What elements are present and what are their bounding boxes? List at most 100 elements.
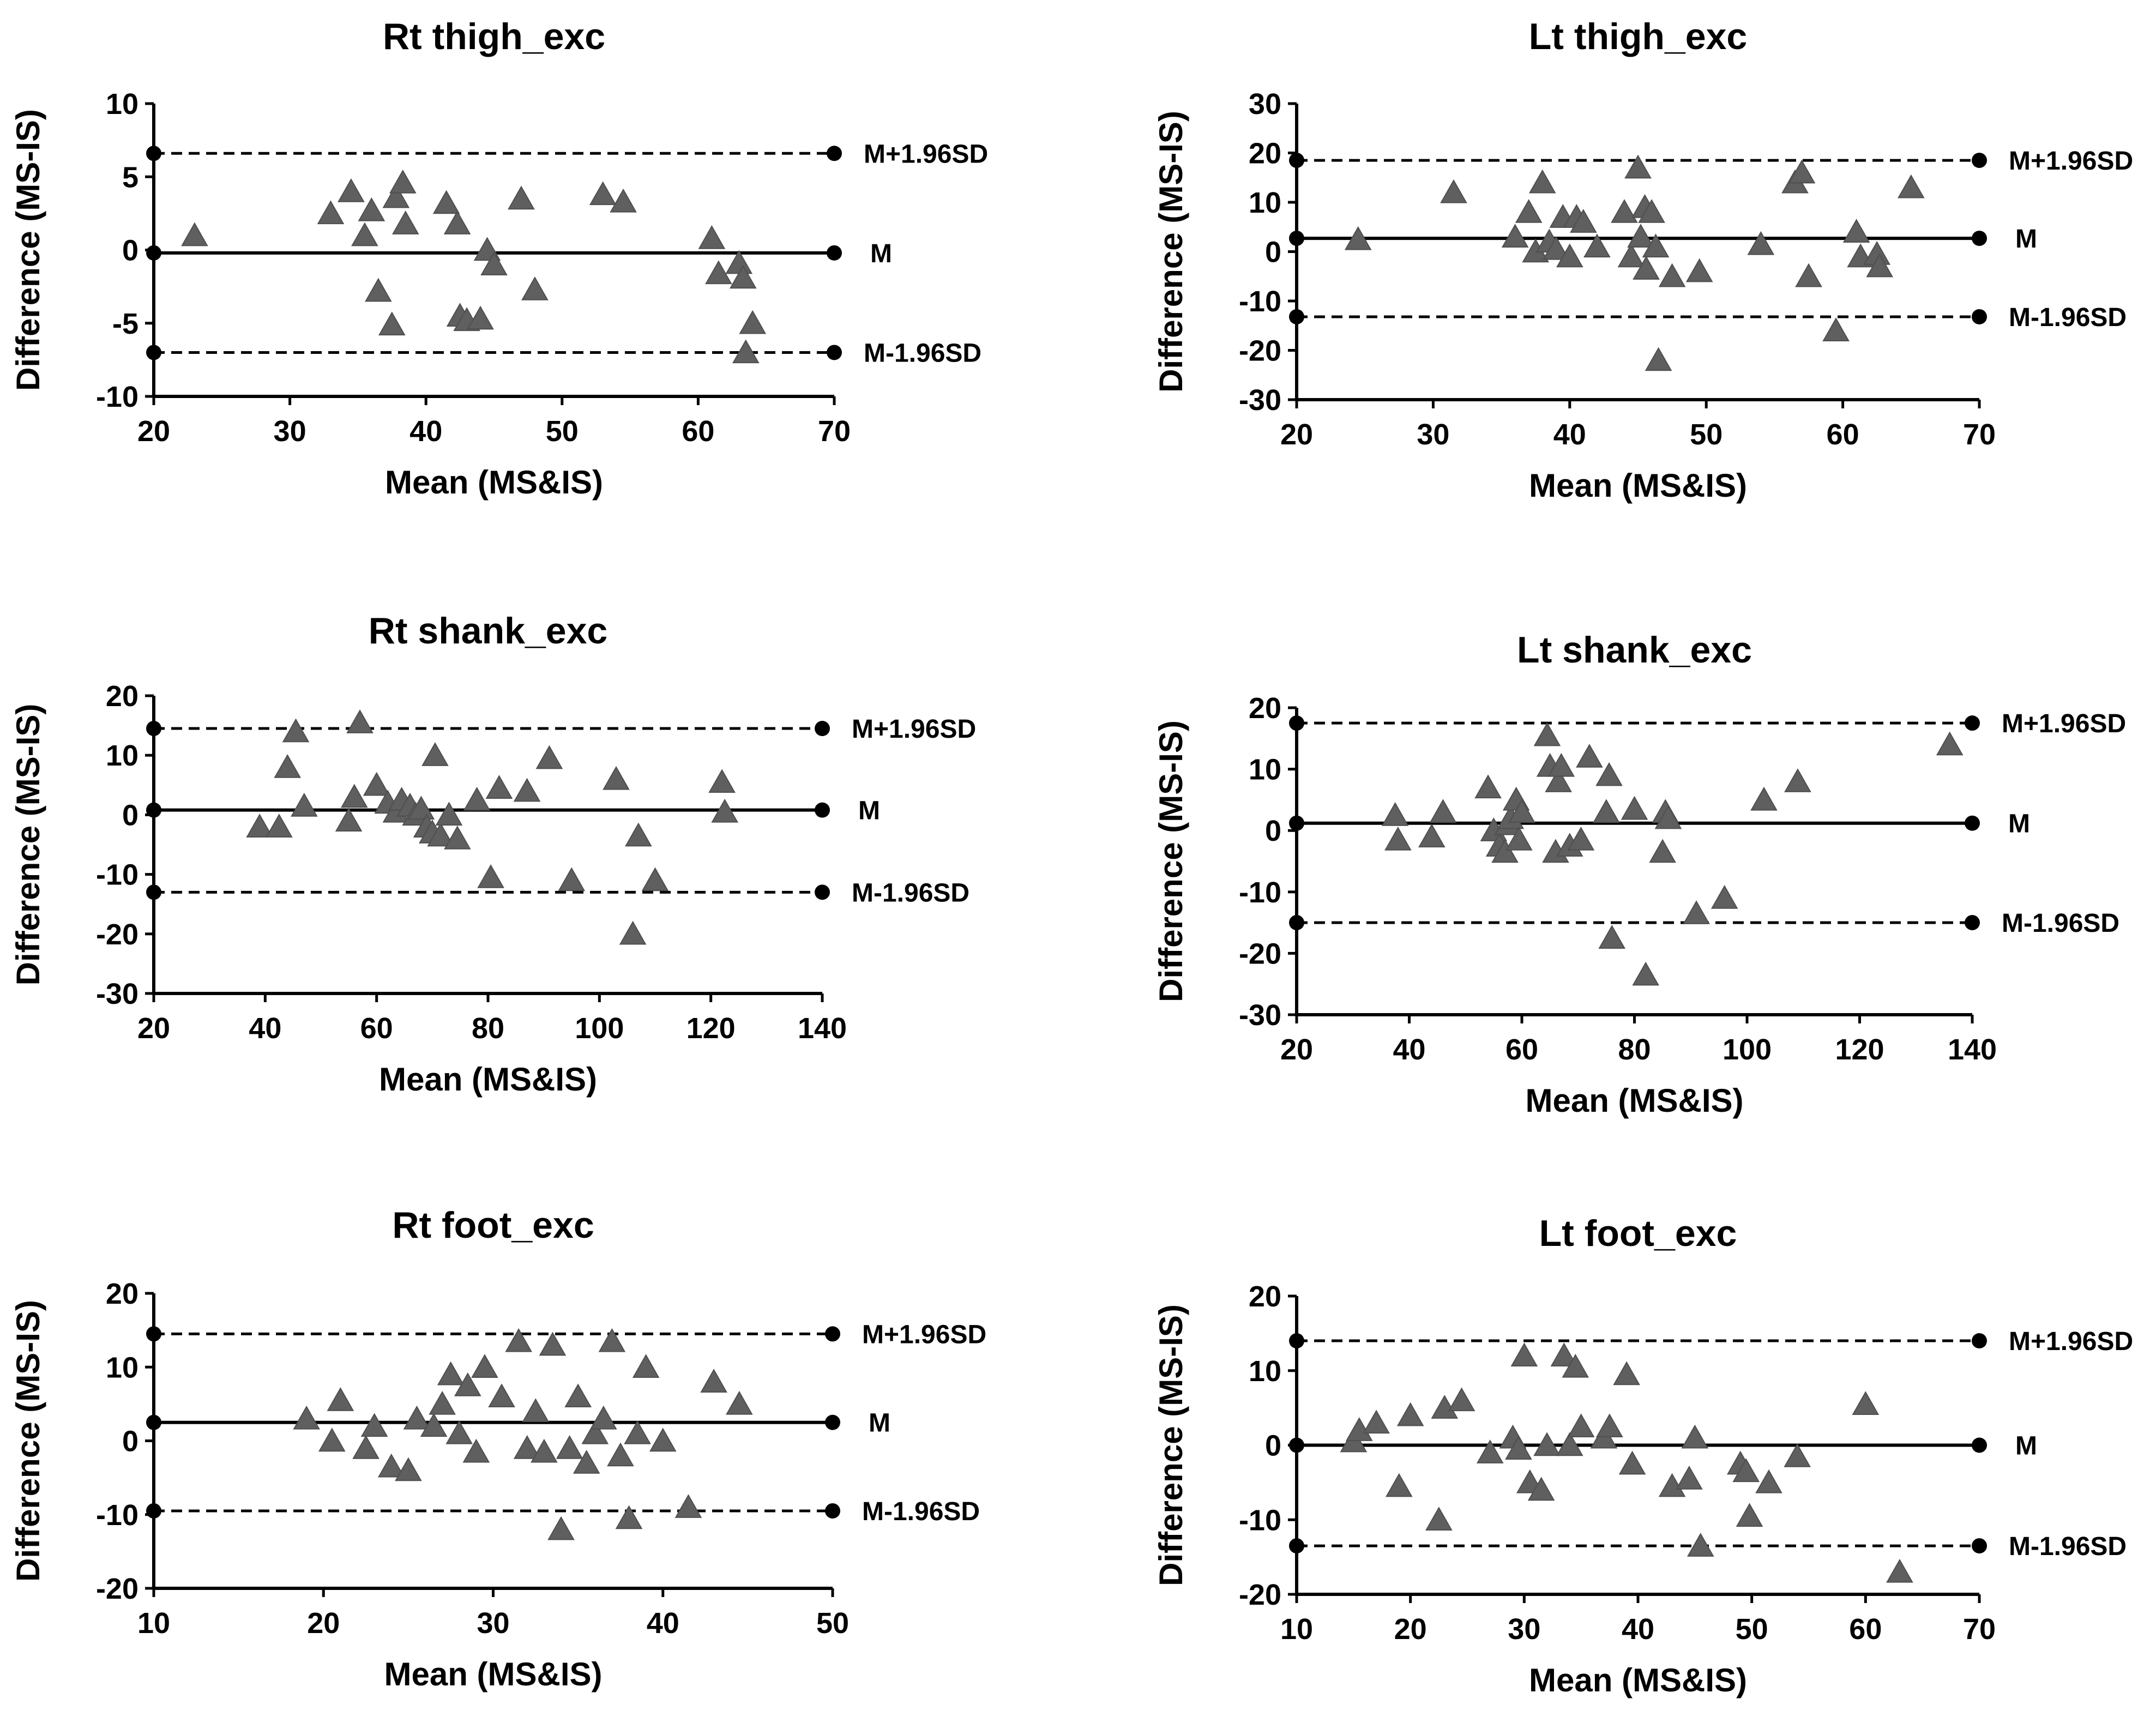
- data-point: [1687, 1533, 1714, 1557]
- data-point: [598, 1328, 626, 1352]
- ref-line-end-dot: [827, 245, 842, 261]
- data-point: [649, 1427, 677, 1452]
- data-point: [1750, 786, 1778, 811]
- data-point: [1627, 224, 1654, 248]
- data-point: [1595, 762, 1623, 786]
- data-point: [632, 1354, 660, 1378]
- data-point: [1562, 1353, 1589, 1378]
- ref-line-start-dot: [146, 345, 161, 360]
- data-point: [382, 184, 410, 208]
- data-point: [471, 1354, 498, 1378]
- ref-line-start-dot: [146, 1414, 161, 1430]
- data-point: [732, 339, 760, 364]
- data-point: [581, 1420, 609, 1444]
- chart-panel-6: Lt foot_exc -20 -10 0 10 20 10 20 30 40 50 60 70 Mean…: [1153, 1213, 2133, 1698]
- x-tick-label: 140: [1948, 1033, 1997, 1066]
- data-point: [1596, 1413, 1623, 1438]
- x-axis-label: Mean (MS&IS): [1529, 467, 1747, 504]
- chart-title: Rt shank_exc: [369, 610, 607, 652]
- y-tick-label: -10: [1239, 1504, 1281, 1537]
- data-point: [1425, 1507, 1453, 1531]
- data-point: [338, 178, 365, 202]
- data-point: [1676, 1466, 1703, 1490]
- data-point: [318, 1427, 346, 1452]
- data-point: [335, 808, 363, 832]
- data-point: [1681, 1424, 1709, 1449]
- data-point: [1593, 799, 1620, 823]
- chart-panel-4: Lt shank_exc -30 -20 -10 0 10 20 20 40 60 80 100 120…: [1153, 629, 2126, 1119]
- data-point: [403, 1405, 431, 1430]
- data-point: [1633, 256, 1660, 280]
- data-point: [573, 1450, 600, 1474]
- y-tick-label: -30: [1239, 999, 1281, 1032]
- y-tick-label: -20: [1239, 335, 1281, 368]
- data-point: [443, 826, 471, 850]
- data-point: [1621, 796, 1648, 820]
- ref-line-end-dot: [825, 1414, 840, 1430]
- data-point: [589, 1405, 617, 1430]
- y-tick-label: 20: [1249, 137, 1281, 170]
- data-point: [1842, 219, 1870, 243]
- data-point: [463, 787, 491, 811]
- ref-line-start-dot: [146, 146, 161, 161]
- x-tick-label: 70: [1963, 1613, 1996, 1646]
- y-tick-label: 10: [106, 1351, 138, 1384]
- x-tick-label: 80: [1618, 1033, 1651, 1066]
- data-point: [1545, 768, 1572, 792]
- ref-line-start-dot: [146, 721, 161, 737]
- data-point: [1476, 1439, 1504, 1463]
- data-point: [477, 864, 504, 888]
- y-axis-label: Difference (MS-IS): [10, 1300, 46, 1582]
- ref-line-start-dot: [1289, 309, 1304, 324]
- y-axis-label: Difference (MS-IS): [1153, 111, 1189, 393]
- x-tick-label: 70: [1963, 418, 1996, 451]
- ref-line-end-dot: [1972, 153, 1987, 168]
- y-tick-label: -10: [96, 859, 138, 891]
- x-axis-label: Mean (MS&IS): [385, 464, 603, 501]
- ref-line-label: M+1.96SD: [862, 1320, 986, 1349]
- y-tick-label: 5: [122, 161, 138, 194]
- ref-line-label: M+1.96SD: [2009, 147, 2133, 176]
- ref-line-end-dot: [1965, 715, 1980, 731]
- data-point: [1654, 805, 1682, 829]
- chart-panel-3: Rt shank_exc -30 -20 -10 0 10 20 20 40 60 80 100 120…: [10, 610, 976, 1098]
- ref-line-end-dot: [1965, 915, 1980, 931]
- data-point: [445, 1420, 473, 1444]
- data-point: [558, 867, 586, 891]
- data-point: [1598, 925, 1626, 949]
- data-point: [1755, 1469, 1782, 1493]
- x-tick-label: 140: [798, 1012, 847, 1045]
- x-tick-label: 70: [818, 415, 851, 448]
- chart-title: Lt thigh_exc: [1529, 16, 1748, 57]
- data-point: [282, 718, 310, 743]
- ref-line-end-dot: [815, 802, 830, 818]
- data-point: [1510, 1342, 1538, 1367]
- data-point: [293, 1405, 320, 1430]
- ref-line-end-dot: [825, 1503, 840, 1519]
- x-tick-label: 80: [472, 1012, 504, 1045]
- data-point: [624, 1420, 651, 1444]
- ref-line-start-dot: [1289, 915, 1304, 931]
- chart-panel-2: Lt thigh_exc -30 -20 -10 0 10 20 30 20 30 40 50 60 70…: [1153, 16, 2133, 504]
- data-point: [1533, 722, 1561, 746]
- data-point: [429, 1390, 456, 1415]
- data-point: [729, 264, 757, 289]
- data-point: [1658, 263, 1686, 287]
- y-tick-label: -10: [1239, 285, 1281, 318]
- data-point: [291, 792, 318, 817]
- data-point: [521, 276, 549, 300]
- ref-line-start-dot: [146, 884, 161, 900]
- data-point: [1788, 159, 1816, 184]
- y-tick-label: 20: [106, 680, 138, 713]
- ref-line-label: M-1.96SD: [852, 878, 969, 907]
- data-point: [674, 1494, 702, 1518]
- data-point: [607, 1442, 634, 1467]
- data-point: [698, 225, 726, 249]
- x-tick-label: 120: [1835, 1033, 1884, 1066]
- y-axis-label: Difference (MS-IS): [10, 109, 46, 391]
- x-tick-label: 120: [686, 1012, 736, 1045]
- data-point: [1448, 1387, 1476, 1412]
- y-tick-label: -5: [112, 308, 138, 340]
- data-point: [1381, 802, 1409, 826]
- ref-line-end-dot: [825, 1326, 840, 1342]
